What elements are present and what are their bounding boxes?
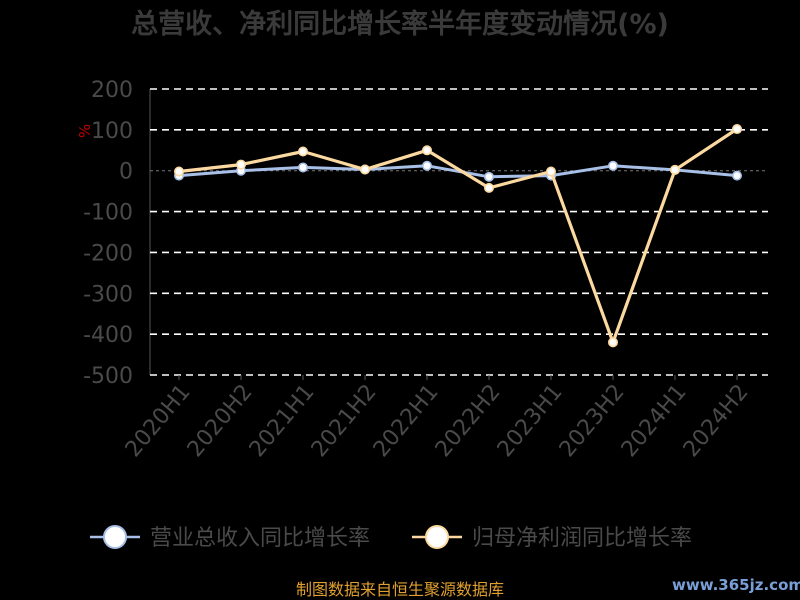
series-layer [174, 124, 742, 348]
data-point [731, 170, 742, 181]
chart-title: 总营收、净利同比增长率半年度变动情况(%) [131, 8, 669, 40]
x-tick-label: 2021H1 [245, 380, 320, 462]
series-line [178, 164, 738, 179]
series-line [178, 127, 738, 344]
source-note: 制图数据来自恒生聚源数据库 [296, 580, 504, 599]
y-tick-label: 200 [91, 78, 133, 103]
data-point [483, 171, 494, 182]
x-tick-label: 2023H2 [555, 380, 630, 462]
data-point [359, 164, 370, 175]
data-point [236, 159, 247, 170]
x-tick-label: 2023H1 [493, 380, 568, 462]
data-point [297, 146, 308, 157]
y-tick-label: 100 [91, 119, 133, 144]
y-tick-label: -100 [83, 201, 133, 226]
legend-marker [425, 525, 449, 549]
legend-label: 归母净利润同比增长率 [472, 526, 692, 551]
x-tick-label: 2024H1 [617, 380, 692, 462]
data-point [607, 337, 618, 348]
x-tick-label: 2022H1 [369, 380, 444, 462]
x-tick-label: 2022H2 [431, 380, 506, 462]
data-point [669, 164, 680, 175]
data-point [545, 166, 556, 177]
data-point [297, 162, 308, 173]
y-tick-layer: 200 100 0 -100 -200 -300 -400 -500 [83, 78, 133, 389]
x-tick-label: 2021H2 [307, 380, 382, 462]
x-tick-label: 2024H2 [679, 380, 754, 462]
legend-label: 营业总收入同比增长率 [150, 526, 370, 551]
x-tick-layer: 2020H12020H22021H12021H22022H12022H22023… [121, 375, 754, 462]
data-point [421, 160, 432, 171]
y-axis-unit: % [76, 124, 94, 138]
x-tick-label: 2020H1 [121, 380, 196, 462]
grid-layer [149, 88, 768, 376]
y-tick-label: 0 [119, 160, 133, 185]
y-tick-label: -400 [83, 323, 133, 348]
y-tick-label: -500 [83, 364, 133, 389]
data-point [483, 182, 494, 193]
data-point [731, 124, 742, 135]
y-tick-label: -300 [83, 282, 133, 307]
data-point [174, 166, 185, 177]
y-tick-label: -200 [83, 241, 133, 266]
data-point [607, 160, 618, 171]
legend: 营业总收入同比增长率 归母净利润同比增长率 [90, 525, 692, 551]
watermark: www.365jz.com [672, 576, 800, 594]
legend-marker [103, 525, 127, 549]
x-tick-label: 2020H2 [183, 380, 258, 462]
data-point [421, 145, 432, 156]
